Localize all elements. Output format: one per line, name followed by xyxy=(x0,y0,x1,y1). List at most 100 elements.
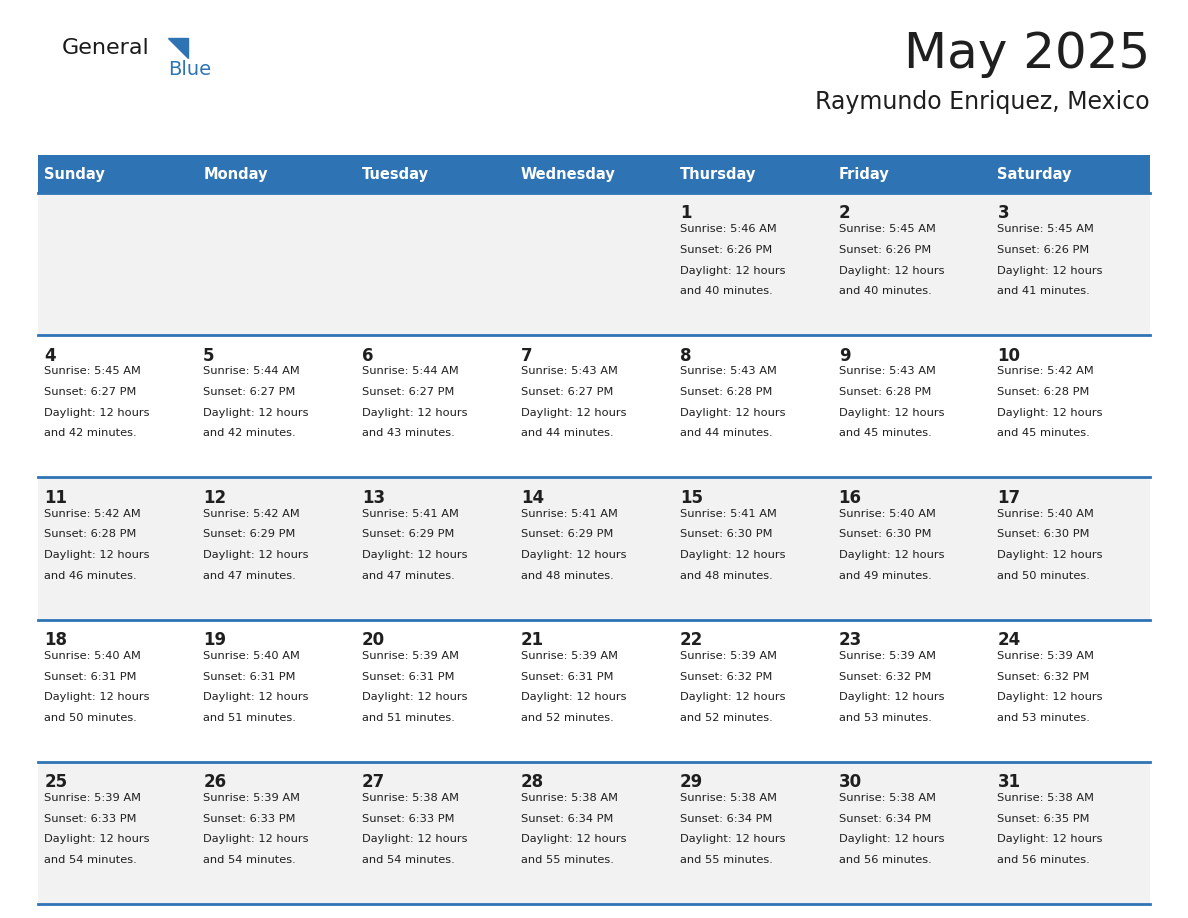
Text: Sunrise: 5:39 AM: Sunrise: 5:39 AM xyxy=(998,651,1094,661)
Text: and 53 minutes.: and 53 minutes. xyxy=(998,712,1091,722)
Text: Daylight: 12 hours: Daylight: 12 hours xyxy=(839,408,944,418)
Text: Sunrise: 5:42 AM: Sunrise: 5:42 AM xyxy=(998,366,1094,376)
Text: and 55 minutes.: and 55 minutes. xyxy=(680,855,772,865)
Text: Sunrise: 5:45 AM: Sunrise: 5:45 AM xyxy=(839,224,935,234)
Text: May 2025: May 2025 xyxy=(904,30,1150,78)
Text: 8: 8 xyxy=(680,347,691,364)
Text: and 56 minutes.: and 56 minutes. xyxy=(839,855,931,865)
Text: Sunset: 6:30 PM: Sunset: 6:30 PM xyxy=(839,530,931,539)
Text: and 44 minutes.: and 44 minutes. xyxy=(520,429,613,438)
Text: Daylight: 12 hours: Daylight: 12 hours xyxy=(203,408,309,418)
Text: Sunrise: 5:39 AM: Sunrise: 5:39 AM xyxy=(362,651,459,661)
Text: Sunset: 6:34 PM: Sunset: 6:34 PM xyxy=(839,813,931,823)
Text: Daylight: 12 hours: Daylight: 12 hours xyxy=(520,692,626,702)
Text: Sunrise: 5:39 AM: Sunrise: 5:39 AM xyxy=(520,651,618,661)
Text: Sunset: 6:32 PM: Sunset: 6:32 PM xyxy=(680,671,772,681)
Text: Daylight: 12 hours: Daylight: 12 hours xyxy=(680,550,785,560)
Text: 12: 12 xyxy=(203,488,227,507)
Text: Sunrise: 5:42 AM: Sunrise: 5:42 AM xyxy=(203,509,299,519)
Text: and 52 minutes.: and 52 minutes. xyxy=(680,712,772,722)
Text: Daylight: 12 hours: Daylight: 12 hours xyxy=(203,834,309,845)
Text: Daylight: 12 hours: Daylight: 12 hours xyxy=(680,834,785,845)
Text: Monday: Monday xyxy=(203,166,267,182)
Text: Sunset: 6:26 PM: Sunset: 6:26 PM xyxy=(680,245,772,255)
Text: 2: 2 xyxy=(839,205,851,222)
Text: and 51 minutes.: and 51 minutes. xyxy=(203,712,296,722)
Text: 31: 31 xyxy=(998,773,1020,791)
Text: Daylight: 12 hours: Daylight: 12 hours xyxy=(362,550,468,560)
Text: Sunrise: 5:43 AM: Sunrise: 5:43 AM xyxy=(680,366,777,376)
Text: 27: 27 xyxy=(362,773,385,791)
Text: Daylight: 12 hours: Daylight: 12 hours xyxy=(839,265,944,275)
Text: Sunset: 6:27 PM: Sunset: 6:27 PM xyxy=(520,387,613,397)
Text: Sunset: 6:27 PM: Sunset: 6:27 PM xyxy=(362,387,455,397)
Text: Daylight: 12 hours: Daylight: 12 hours xyxy=(680,408,785,418)
Text: 3: 3 xyxy=(998,205,1009,222)
Text: Blue: Blue xyxy=(168,60,211,79)
Text: 28: 28 xyxy=(520,773,544,791)
Text: Sunset: 6:28 PM: Sunset: 6:28 PM xyxy=(839,387,931,397)
Text: Sunset: 6:31 PM: Sunset: 6:31 PM xyxy=(362,671,455,681)
Text: and 51 minutes.: and 51 minutes. xyxy=(362,712,455,722)
Text: Daylight: 12 hours: Daylight: 12 hours xyxy=(362,692,468,702)
Text: Sunset: 6:28 PM: Sunset: 6:28 PM xyxy=(998,387,1089,397)
Text: Daylight: 12 hours: Daylight: 12 hours xyxy=(839,834,944,845)
Text: 23: 23 xyxy=(839,631,861,649)
Text: Daylight: 12 hours: Daylight: 12 hours xyxy=(44,408,150,418)
Text: Daylight: 12 hours: Daylight: 12 hours xyxy=(362,408,468,418)
Text: and 54 minutes.: and 54 minutes. xyxy=(203,855,296,865)
Text: and 46 minutes.: and 46 minutes. xyxy=(44,571,137,580)
Text: 1: 1 xyxy=(680,205,691,222)
Text: 22: 22 xyxy=(680,631,703,649)
Text: and 53 minutes.: and 53 minutes. xyxy=(839,712,931,722)
Text: 20: 20 xyxy=(362,631,385,649)
Text: Sunrise: 5:38 AM: Sunrise: 5:38 AM xyxy=(998,793,1094,803)
Text: Sunrise: 5:43 AM: Sunrise: 5:43 AM xyxy=(520,366,618,376)
Text: Sunset: 6:33 PM: Sunset: 6:33 PM xyxy=(362,813,455,823)
Text: 9: 9 xyxy=(839,347,851,364)
Text: Daylight: 12 hours: Daylight: 12 hours xyxy=(998,834,1102,845)
Bar xyxy=(991,155,1150,193)
Text: and 50 minutes.: and 50 minutes. xyxy=(998,571,1091,580)
Polygon shape xyxy=(168,38,188,58)
Text: and 52 minutes.: and 52 minutes. xyxy=(520,712,614,722)
Text: Sunrise: 5:44 AM: Sunrise: 5:44 AM xyxy=(203,366,299,376)
Text: 29: 29 xyxy=(680,773,703,791)
Text: Sunrise: 5:43 AM: Sunrise: 5:43 AM xyxy=(839,366,935,376)
Text: 25: 25 xyxy=(44,773,68,791)
Text: Sunset: 6:35 PM: Sunset: 6:35 PM xyxy=(998,813,1091,823)
Bar xyxy=(355,155,514,193)
Text: Sunrise: 5:40 AM: Sunrise: 5:40 AM xyxy=(44,651,141,661)
Text: Sunset: 6:32 PM: Sunset: 6:32 PM xyxy=(839,671,931,681)
Text: Daylight: 12 hours: Daylight: 12 hours xyxy=(998,550,1102,560)
Text: 16: 16 xyxy=(839,488,861,507)
Text: and 47 minutes.: and 47 minutes. xyxy=(362,571,455,580)
Text: and 54 minutes.: and 54 minutes. xyxy=(44,855,137,865)
Text: Sunrise: 5:44 AM: Sunrise: 5:44 AM xyxy=(362,366,459,376)
Text: Sunrise: 5:38 AM: Sunrise: 5:38 AM xyxy=(362,793,459,803)
Text: Sunset: 6:26 PM: Sunset: 6:26 PM xyxy=(839,245,931,255)
Bar xyxy=(38,155,197,193)
Bar xyxy=(833,155,991,193)
Text: Daylight: 12 hours: Daylight: 12 hours xyxy=(44,834,150,845)
Text: and 56 minutes.: and 56 minutes. xyxy=(998,855,1091,865)
Text: Daylight: 12 hours: Daylight: 12 hours xyxy=(520,408,626,418)
Text: Sunrise: 5:40 AM: Sunrise: 5:40 AM xyxy=(839,509,935,519)
Text: Daylight: 12 hours: Daylight: 12 hours xyxy=(998,408,1102,418)
Bar xyxy=(674,155,833,193)
Text: 11: 11 xyxy=(44,488,68,507)
Text: Sunday: Sunday xyxy=(44,166,105,182)
Text: Sunrise: 5:39 AM: Sunrise: 5:39 AM xyxy=(839,651,936,661)
Text: Sunrise: 5:39 AM: Sunrise: 5:39 AM xyxy=(680,651,777,661)
Text: Sunset: 6:32 PM: Sunset: 6:32 PM xyxy=(998,671,1089,681)
Bar xyxy=(38,477,1150,620)
Text: Daylight: 12 hours: Daylight: 12 hours xyxy=(680,692,785,702)
Text: Daylight: 12 hours: Daylight: 12 hours xyxy=(203,550,309,560)
Text: 15: 15 xyxy=(680,488,703,507)
Text: Daylight: 12 hours: Daylight: 12 hours xyxy=(520,550,626,560)
Text: Thursday: Thursday xyxy=(680,166,756,182)
Text: General: General xyxy=(62,38,150,58)
Text: 4: 4 xyxy=(44,347,56,364)
Text: Sunset: 6:29 PM: Sunset: 6:29 PM xyxy=(362,530,455,539)
Text: and 47 minutes.: and 47 minutes. xyxy=(203,571,296,580)
